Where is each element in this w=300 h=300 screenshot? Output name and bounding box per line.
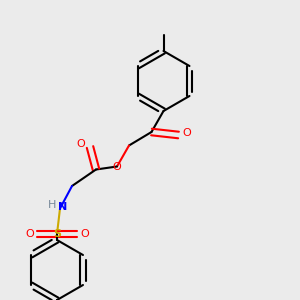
Text: O: O <box>77 139 85 149</box>
Text: O: O <box>25 229 34 239</box>
Text: N: N <box>58 202 67 212</box>
Text: O: O <box>112 161 122 172</box>
Text: S: S <box>53 229 61 239</box>
Text: O: O <box>80 229 89 239</box>
Text: O: O <box>182 128 191 139</box>
Text: H: H <box>47 200 56 210</box>
